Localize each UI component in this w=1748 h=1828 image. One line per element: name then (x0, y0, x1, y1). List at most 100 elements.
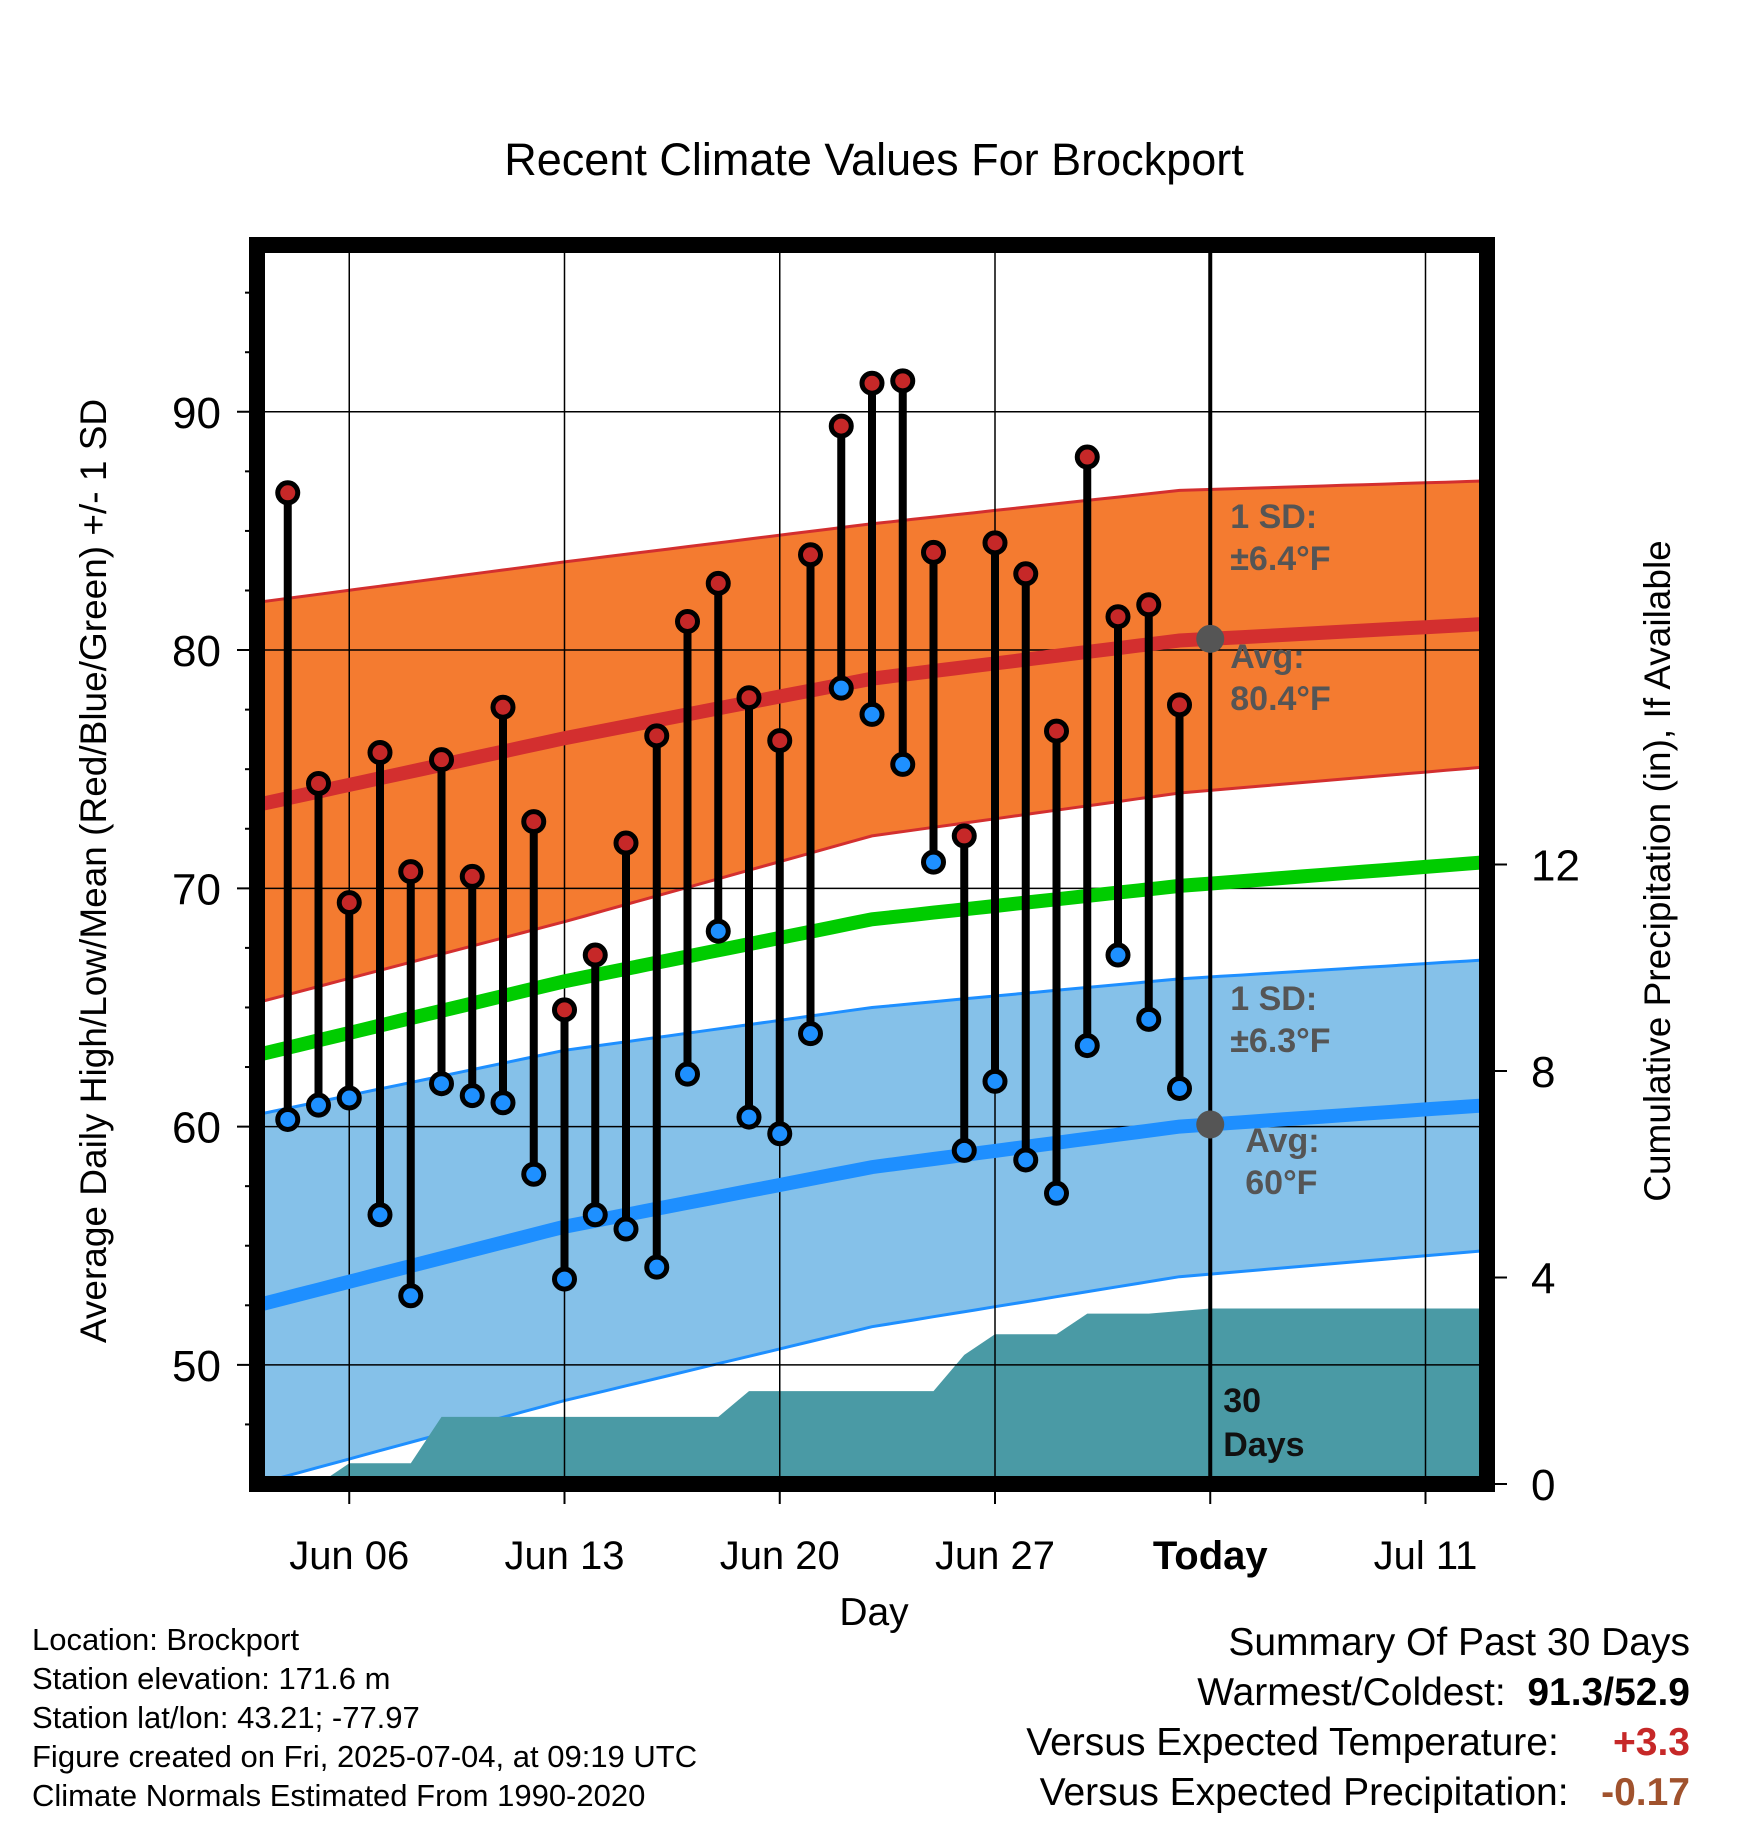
summary-temp-row: Versus Expected Temperature: +3.3 (1026, 1718, 1690, 1768)
high-point (521, 809, 547, 835)
low-point (1044, 1180, 1069, 1206)
plot-inner: 1 SD: ±6.4°F Avg: 80.4°F 1 SD: ±6.3°F Avg: 60°F… (257, 245, 1487, 1484)
latlon-text: Station lat/lon: 43.21; -77.97 (32, 1700, 420, 1735)
low-point (644, 1254, 670, 1280)
high-point (1167, 692, 1192, 718)
high-avg-value: 80.4°F (1230, 680, 1331, 718)
low-point (1013, 1147, 1039, 1173)
high-point (336, 890, 362, 916)
low-point (582, 1202, 608, 1228)
temp-label: Versus Expected Temperature: (1026, 1721, 1559, 1764)
y2-tick-label: 0 (1531, 1461, 1555, 1510)
y-tick-label: 90 (172, 389, 221, 438)
high-point (1013, 561, 1039, 587)
y2-tick-label: 4 (1531, 1255, 1555, 1304)
high-point (1074, 444, 1100, 470)
high-point (552, 997, 577, 1023)
precip-label: Versus Expected Precipitation: (1039, 1771, 1569, 1814)
elevation-text: Station elevation: 171.6 m (32, 1661, 391, 1696)
low-point (736, 1104, 762, 1130)
low-point (367, 1202, 393, 1228)
high-point (490, 694, 516, 720)
high-point (644, 723, 670, 749)
low-point (890, 751, 916, 777)
low-point (275, 1106, 301, 1132)
x-tick-label: Jun 06 (289, 1534, 409, 1578)
y-tick-label: 60 (172, 1104, 221, 1153)
low-point (336, 1085, 362, 1111)
high-avg-label: Avg: (1230, 638, 1304, 676)
high-point (582, 942, 608, 968)
high-point (306, 770, 331, 796)
summary-precip-row: Versus Expected Precipitation: -0.17 (1026, 1768, 1690, 1818)
coldest-value: 52.9 (1614, 1671, 1690, 1714)
low-point (613, 1216, 639, 1242)
low-sd-value: ±6.3°F (1230, 1022, 1330, 1060)
y2-tick-label: 12 (1531, 842, 1580, 891)
high-point (890, 368, 916, 394)
low-point (429, 1071, 454, 1097)
high-point (1105, 604, 1131, 630)
low-point (705, 918, 731, 944)
low-point (828, 675, 854, 701)
warmest-value: 91.3 (1527, 1671, 1604, 1714)
summary-panel: Summary Of Past 30 Days Warmest/Coldest:… (1026, 1618, 1690, 1818)
low-point (921, 849, 946, 875)
today-low-avg-marker (1196, 1110, 1225, 1139)
low-point (1105, 942, 1131, 968)
high-point (736, 685, 762, 711)
low-point (552, 1266, 577, 1292)
high-point (982, 530, 1008, 556)
high-point (705, 570, 731, 596)
low-point (1136, 1006, 1162, 1032)
chart-title: Recent Climate Values For Brockport (504, 134, 1244, 185)
low-point (1074, 1033, 1100, 1059)
low-point (859, 701, 885, 727)
low-point (767, 1121, 793, 1147)
high-point (1136, 592, 1162, 618)
y2-tick-label: 8 (1531, 1048, 1555, 1097)
station-info: Location: Brockport Station elevation: 1… (32, 1620, 697, 1815)
high-point (459, 863, 485, 889)
high-point (275, 480, 301, 506)
precip-value: -0.17 (1601, 1771, 1690, 1814)
high-point (921, 539, 946, 565)
low-point (490, 1090, 516, 1116)
x-tick-label: Jun 20 (720, 1534, 840, 1578)
high-point (767, 728, 793, 754)
normals-text: Climate Normals Estimated From 1990-2020 (32, 1778, 646, 1813)
plot-area: 1 SD: ±6.4°F Avg: 80.4°F 1 SD: ±6.3°F Avg: 60°F… (172, 237, 1580, 1578)
temp-value: +3.3 (1613, 1721, 1690, 1764)
warmest-label: Warmest/Coldest: (1197, 1671, 1506, 1714)
high-point (613, 830, 639, 856)
high-point (828, 413, 854, 439)
x-axis-label: Day (839, 1591, 909, 1634)
low-upper-edge (257, 958, 1487, 1117)
x-tick-label: Today (1153, 1534, 1269, 1578)
low-point (951, 1137, 977, 1163)
created-text: Figure created on Fri, 2025-07-04, at 09… (32, 1739, 698, 1774)
low-avg-label: Avg: (1245, 1122, 1319, 1160)
low-point (306, 1092, 331, 1118)
high-point (367, 740, 393, 766)
low-avg-line (257, 1098, 1487, 1313)
x-tick-label: Jun 27 (935, 1534, 1055, 1578)
summary-warmest-row: Warmest/Coldest: 91.3/52.9 (1197, 1671, 1690, 1714)
low-point (982, 1068, 1008, 1094)
low-point (675, 1061, 700, 1087)
x-tick-label: Jul 11 (1374, 1534, 1478, 1578)
high-sd-value: ±6.4°F (1230, 540, 1330, 578)
summary-heading: Summary Of Past 30 Days (1228, 1621, 1690, 1664)
y2-axis-label: Cumulative Precipitation (in), If Availa… (1637, 540, 1678, 1202)
high-sd-label: 1 SD: (1230, 498, 1317, 536)
y-tick-label: 50 (172, 1342, 221, 1391)
low-point (459, 1083, 485, 1109)
high-point (429, 747, 454, 773)
today-high-avg-marker (1196, 624, 1225, 653)
mean-avg-line (257, 855, 1487, 1062)
low-point (521, 1161, 547, 1187)
low-point (1167, 1075, 1192, 1101)
high-point (859, 370, 885, 396)
high-point (1044, 718, 1069, 744)
